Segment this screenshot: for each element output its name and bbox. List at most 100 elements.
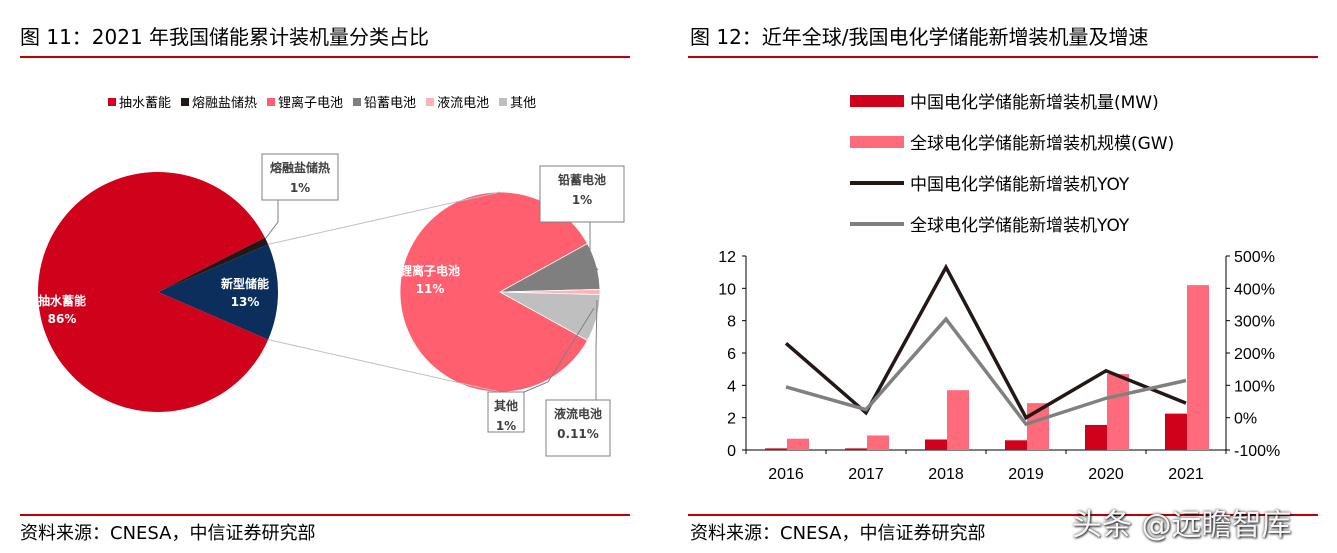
- callout-molten-text: 熔融盐储热: [270, 160, 330, 175]
- sub-pie-slice-锂离子电池: [399, 191, 589, 393]
- pie-slice-新型储能: [158, 244, 278, 340]
- combo-legend-item: 全球电化学储能新增装机YOY: [850, 211, 1129, 236]
- bar-china-2016: [765, 448, 787, 450]
- legend-marker: [850, 94, 904, 107]
- combo-chart: 0 2 4 6 8 10 12 -100% 0% 100% 200% 300% 400% 500% 2016…: [718, 249, 1280, 483]
- callout-molten-leader: [265, 200, 279, 239]
- left-tick-label: 12: [718, 249, 736, 266]
- pie-label-pumped: 86%: [48, 312, 77, 326]
- left-tick-label: 0: [727, 443, 736, 460]
- legend-swatch: [499, 97, 508, 106]
- pie-slice-抽水蓄能: [38, 172, 269, 413]
- callout-molten-box: [261, 153, 339, 201]
- right-title-rule: [688, 56, 1318, 58]
- pie-legend-item: 抽水蓄能: [108, 92, 171, 111]
- legend-swatch: [267, 97, 276, 106]
- pie-legend-item: 锂离子电池: [267, 92, 343, 111]
- legend-swatch: [181, 97, 190, 106]
- callout-flow-box: [545, 399, 611, 457]
- pie-label-newtype: 13%: [231, 295, 260, 309]
- bar-global-2020: [1107, 374, 1129, 450]
- left-tick-label: 2: [727, 411, 736, 428]
- connector-line-top: [268, 191, 501, 245]
- legend-label: 抽水蓄能: [119, 96, 172, 111]
- sub-pie-label-liion: 11%: [416, 282, 445, 296]
- callout-lead-text: 1%: [572, 193, 592, 207]
- combo-legend-item: 全球电化学储能新增装机规模(GW): [850, 129, 1174, 154]
- right-panel-title: 图 12：近年全球/我国电化学储能新增装机量及增速: [690, 25, 1149, 49]
- left-source: 资料来源：CNESA，中信证券研究部: [20, 523, 316, 544]
- combo-legend-item: 中国电化学储能新增装机YOY: [850, 170, 1129, 195]
- right-tick-label: 500%: [1234, 249, 1275, 266]
- callout-other-box: [487, 391, 525, 433]
- left-tick-label: 8: [727, 314, 736, 331]
- pie-legend: 抽水蓄能 熔融盐储热 锂离子电池 铅蓄电池 液流电池 其他: [108, 92, 536, 111]
- left-bottom-rule: [20, 514, 630, 516]
- combo-legend-item: 中国电化学储能新增装机量(MW): [850, 88, 1159, 113]
- pie-label-newtype: 新型储能: [221, 276, 269, 291]
- legend-marker: [850, 180, 904, 185]
- legend-label: 中国电化学储能新增装机量(MW): [910, 93, 1159, 113]
- bar-china-2020: [1085, 424, 1107, 450]
- x-tick-label: 2020: [1088, 466, 1124, 483]
- x-tick-label: 2018: [928, 466, 964, 483]
- legend-label: 其他: [510, 96, 537, 111]
- bar-china-2018: [925, 439, 947, 450]
- legend-marker: [850, 221, 904, 226]
- callout-flow-text: 液流电池: [554, 406, 602, 421]
- callout-other-leader: [523, 307, 595, 393]
- legend-label: 熔融盐储热: [192, 96, 258, 111]
- left-title-rule: [20, 56, 630, 58]
- pie-legend-item: 铅蓄电池: [353, 92, 416, 111]
- pie-legend-item: 液流电池: [426, 92, 489, 111]
- bar-china-2019: [1005, 440, 1027, 450]
- callout-lead-leader: [589, 222, 599, 271]
- callout-lead-box: [539, 165, 625, 223]
- legend-swatch: [426, 97, 435, 106]
- right-tick-label: 200%: [1234, 346, 1275, 363]
- bar-global-2016: [787, 438, 809, 450]
- right-tick-label: 0%: [1234, 411, 1257, 428]
- pie-legend-item: 其他: [499, 92, 536, 111]
- left-panel-title: 图 11：2021 年我国储能累计装机量分类占比: [20, 25, 430, 49]
- callout-flow-leader: [595, 299, 598, 400]
- pie-legend-item: 熔融盐储热: [181, 92, 257, 111]
- line-china-yoy: [784, 263, 1187, 421]
- pie-label-pumped: 抽水蓄能: [38, 293, 86, 308]
- callout-other-text: 其他: [494, 398, 518, 413]
- sub-pie-label-liion: 锂离子电池: [400, 263, 460, 278]
- right-tick-label: 400%: [1234, 281, 1275, 298]
- legend-swatch: [108, 97, 116, 106]
- right-tick-label: -100%: [1234, 443, 1280, 460]
- legend-label: 全球电化学储能新增装机规模(GW): [910, 134, 1175, 154]
- legend-label: 全球电化学储能新增装机YOY: [910, 216, 1130, 236]
- legend-label: 液流电池: [437, 96, 490, 111]
- legend-swatch: [353, 97, 362, 106]
- bar-china-2021: [1165, 413, 1187, 450]
- right-bottom-rule: [688, 514, 1318, 516]
- legend-marker: [850, 135, 904, 148]
- callout-other-text: 1%: [496, 419, 516, 433]
- bar-global-2021: [1187, 285, 1209, 450]
- bar-china-2017: [845, 448, 867, 450]
- right-tick-label: 100%: [1234, 378, 1275, 395]
- pie-slice-熔融盐储热: [158, 237, 269, 292]
- x-tick-label: 2016: [768, 466, 804, 483]
- x-tick-label: 2019: [1008, 466, 1044, 483]
- left-tick-label: 10: [718, 281, 736, 298]
- legend-label: 中国电化学储能新增装机YOY: [910, 175, 1130, 195]
- line-global-yoy: [785, 316, 1187, 427]
- left-tick-label: 6: [727, 346, 736, 363]
- callout-molten-text: 1%: [290, 181, 310, 195]
- callout-lead-text: 铅蓄电池: [557, 172, 606, 187]
- pie-chart: 抽水蓄能 86% 新型储能 13% 熔融盐储热 1% 铅蓄电池 1% 其他 1% 液流电池 0.11%…: [38, 153, 625, 457]
- bar-global-2018: [947, 390, 969, 450]
- x-tick-label: 2017: [848, 466, 884, 483]
- left-tick-label: 4: [727, 378, 736, 395]
- right-source: 资料来源：CNESA，中信证券研究部: [690, 523, 986, 544]
- legend-label: 锂离子电池: [278, 96, 344, 111]
- right-tick-label: 300%: [1234, 314, 1275, 331]
- x-tick-label: 2021: [1168, 466, 1204, 483]
- connector-line-bottom: [268, 339, 501, 393]
- watermark: 头条 @远瞻智库: [1072, 508, 1292, 543]
